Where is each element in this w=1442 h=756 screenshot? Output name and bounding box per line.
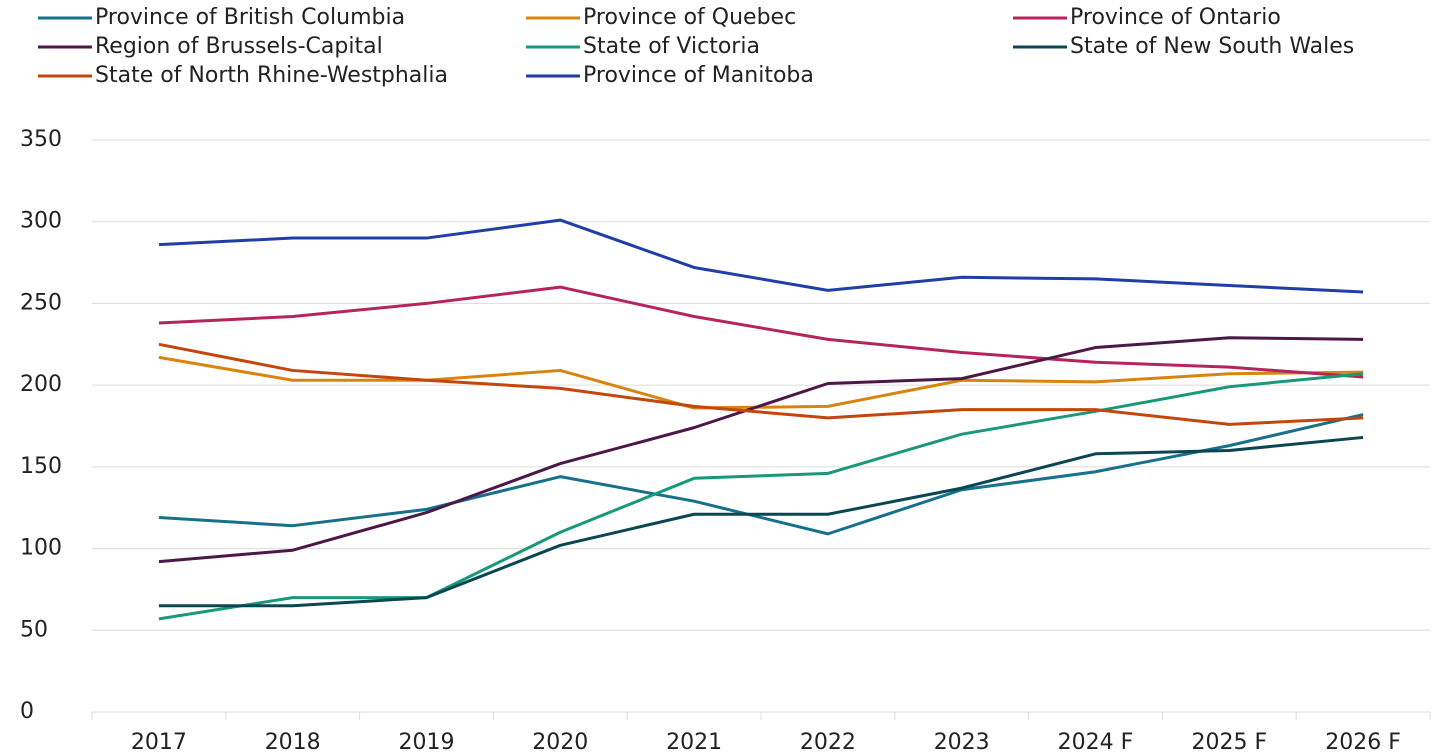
x-tick-label: 2020 [532,730,588,755]
legend-label: Province of Ontario [1070,5,1281,30]
x-tick-label: 2025 F [1191,730,1267,755]
y-tick-label: 300 [20,209,62,234]
series-line [158,342,1364,426]
x-tick-label: 2019 [399,730,455,755]
x-tick-label: 2024 F [1058,730,1134,755]
x-tick-label: 2017 [131,730,187,755]
y-tick-label: 0 [20,699,34,724]
legend-label: Province of Quebec [583,5,796,30]
y-tick-label: 250 [20,290,62,315]
x-tick-label: 2021 [666,730,722,755]
legend-label: Province of Manitoba [583,63,814,88]
x-tick-label: 2018 [265,730,321,755]
y-tick-label: 350 [20,127,62,152]
series-line [158,435,1364,608]
legend-label: Province of British Columbia [95,5,405,30]
legend-label: State of New South Wales [1070,34,1354,59]
x-tick-label: 2023 [934,730,990,755]
y-tick-label: 200 [20,372,62,397]
x-tick-label: 2026 F [1325,730,1401,755]
legend-label: State of North Rhine-Westphalia [95,63,448,88]
x-tick-label: 2022 [800,730,856,755]
series-line [158,285,1364,379]
legend-label: State of Victoria [583,34,760,59]
y-tick-label: 100 [20,536,62,561]
series-line [158,413,1364,536]
series-line [158,218,1364,294]
series-line [158,336,1364,564]
y-tick-label: 150 [20,454,62,479]
legend-label: Region of Brussels-Capital [95,34,383,59]
series-line [158,355,1364,410]
y-tick-label: 50 [20,617,48,642]
series-line [158,372,1364,621]
